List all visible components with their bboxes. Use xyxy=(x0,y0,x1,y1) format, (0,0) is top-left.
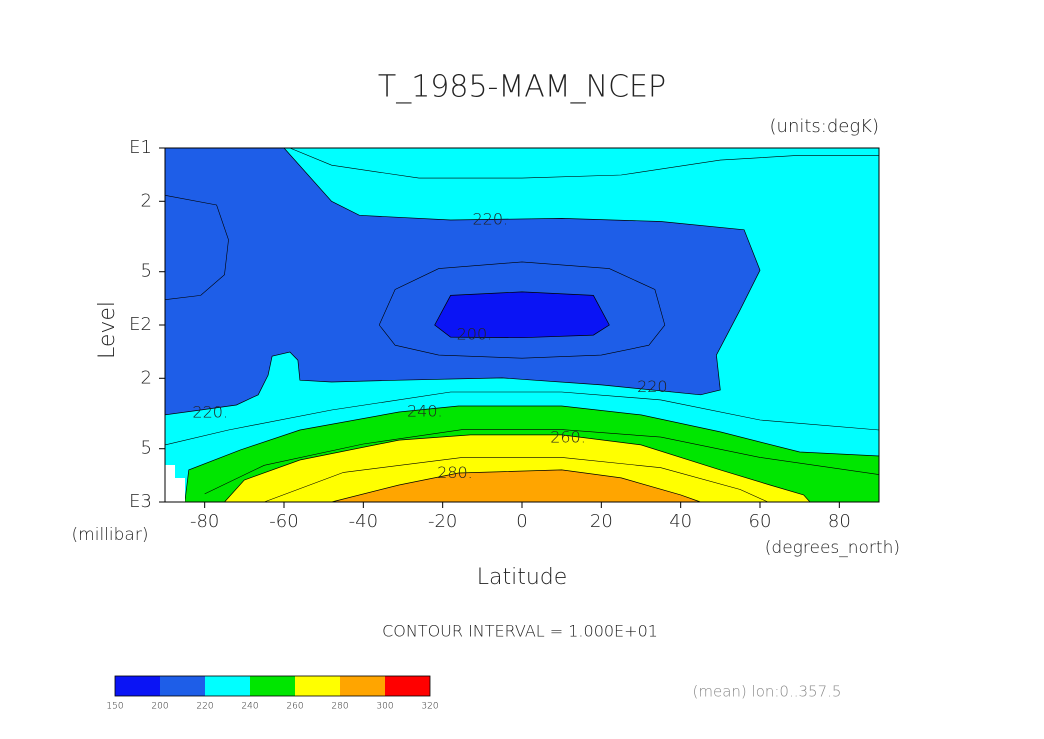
contour-label: 260. xyxy=(550,427,586,446)
y-tick-label: E2 xyxy=(129,314,152,335)
colorbar: 150 200 220 240 260 280 300 320 xyxy=(106,675,439,712)
contour-label: 280. xyxy=(437,463,473,482)
contour-region xyxy=(434,291,610,339)
x-units: (degrees_north) xyxy=(765,538,900,558)
colorbar-swatch xyxy=(250,676,295,696)
contour-label: 200. xyxy=(457,325,493,344)
x-tick-label: -60 xyxy=(269,511,298,532)
y-tick-label: 2 xyxy=(141,367,152,388)
contour-line xyxy=(204,429,880,495)
x-tick-label: -40 xyxy=(349,511,378,532)
colorbar-swatch xyxy=(205,676,250,696)
contour-line xyxy=(264,457,769,503)
colorbar-label: 280 xyxy=(331,702,348,712)
contour-label: 220. xyxy=(637,377,673,396)
colorbar-label: 200 xyxy=(151,702,168,712)
contour-label: 220. xyxy=(472,209,508,228)
colorbar-swatch xyxy=(115,676,160,696)
contour-region xyxy=(164,147,761,416)
colorbar-frame xyxy=(114,675,431,697)
contour-region xyxy=(223,434,811,503)
contour-line xyxy=(164,391,880,446)
colorbar-swatch xyxy=(160,676,205,696)
x-tick-label: 40 xyxy=(669,511,692,532)
colorbar-label: 300 xyxy=(376,702,393,712)
contour-label: 220. xyxy=(192,403,228,422)
colorbar-swatch xyxy=(295,676,340,696)
x-tick-label: 60 xyxy=(749,511,772,532)
units-label: (units:degK) xyxy=(770,116,879,137)
colorbar-label: 150 xyxy=(106,702,123,712)
contour-line xyxy=(164,195,229,300)
y-tick-label: 5 xyxy=(141,438,152,459)
x-tick-label: -20 xyxy=(428,511,457,532)
y-tick-label: 5 xyxy=(141,261,152,282)
x-tick-label: 0 xyxy=(516,511,527,532)
footer-note: (mean) lon:0..357.5 xyxy=(693,683,842,701)
chart-title: T_1985-MAM_NCEP xyxy=(378,70,666,105)
contour-interval: CONTOUR INTERVAL = 1.000E+01 xyxy=(382,622,658,641)
y-axis-label: Level xyxy=(95,301,120,359)
overlay: 220. 200. 220. 220. 240. 260. 280. xyxy=(164,147,880,503)
y-tick-label: E1 xyxy=(129,137,152,158)
x-axis-label: Latitude xyxy=(477,565,568,590)
colorbar-label: 320 xyxy=(421,702,438,712)
missing-data xyxy=(165,465,185,502)
y-units: (millibar) xyxy=(72,525,149,545)
colorbar-label: 220 xyxy=(196,702,213,712)
contour-label: 240. xyxy=(407,401,443,420)
colorbar-swatch xyxy=(385,676,430,696)
x-tick-label: -80 xyxy=(190,511,219,532)
y-tick-label: E3 xyxy=(129,491,152,512)
contour-line xyxy=(378,261,666,359)
plot-area xyxy=(164,147,880,503)
x-tick-label: 20 xyxy=(590,511,613,532)
contour-region xyxy=(331,469,701,503)
y-tick-label: 2 xyxy=(141,190,152,211)
x-tick-label: 80 xyxy=(828,511,851,532)
contour-line xyxy=(289,147,879,179)
colorbar-swatch xyxy=(340,676,385,696)
colorbar-label: 260 xyxy=(286,702,303,712)
colorbar-label: 240 xyxy=(241,702,258,712)
